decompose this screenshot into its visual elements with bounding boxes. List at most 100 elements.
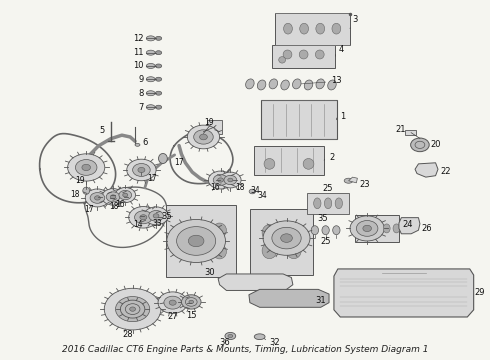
- Ellipse shape: [213, 223, 226, 237]
- Circle shape: [121, 300, 145, 318]
- Circle shape: [194, 130, 213, 144]
- Ellipse shape: [159, 153, 167, 163]
- Circle shape: [68, 154, 105, 181]
- Text: 4: 4: [339, 45, 344, 54]
- Circle shape: [153, 214, 159, 218]
- Text: 31: 31: [315, 296, 326, 305]
- Circle shape: [263, 221, 310, 255]
- Circle shape: [110, 195, 116, 199]
- Text: 9: 9: [139, 75, 144, 84]
- Circle shape: [125, 304, 140, 315]
- Ellipse shape: [333, 226, 340, 235]
- Text: 28: 28: [122, 330, 133, 339]
- Text: 14: 14: [134, 220, 143, 229]
- Circle shape: [281, 234, 293, 242]
- Circle shape: [167, 220, 225, 262]
- Text: 16: 16: [116, 200, 125, 209]
- Text: 18: 18: [235, 183, 245, 192]
- Text: 15: 15: [186, 311, 196, 320]
- Ellipse shape: [287, 225, 301, 241]
- Circle shape: [130, 307, 136, 311]
- Ellipse shape: [249, 189, 255, 194]
- Ellipse shape: [328, 80, 336, 90]
- Text: 18: 18: [71, 190, 80, 199]
- Circle shape: [228, 178, 233, 182]
- Circle shape: [350, 216, 384, 241]
- Ellipse shape: [411, 138, 429, 152]
- Circle shape: [116, 297, 150, 321]
- Circle shape: [220, 172, 241, 188]
- Polygon shape: [218, 274, 293, 291]
- Polygon shape: [415, 163, 438, 177]
- Circle shape: [218, 178, 223, 182]
- Ellipse shape: [304, 80, 313, 90]
- Circle shape: [181, 295, 201, 309]
- Text: 33: 33: [152, 219, 162, 228]
- Ellipse shape: [175, 244, 189, 259]
- Text: 19: 19: [75, 176, 85, 185]
- Ellipse shape: [311, 226, 318, 235]
- Text: 17: 17: [147, 174, 157, 183]
- Text: 24: 24: [402, 220, 413, 229]
- Text: 5: 5: [99, 126, 104, 135]
- Ellipse shape: [254, 334, 265, 339]
- Circle shape: [75, 159, 97, 175]
- Bar: [272, 45, 335, 68]
- Text: 12: 12: [133, 34, 144, 43]
- Ellipse shape: [332, 23, 341, 34]
- Ellipse shape: [322, 226, 329, 235]
- Bar: [166, 205, 237, 277]
- Text: 20: 20: [431, 140, 441, 149]
- Circle shape: [133, 163, 150, 176]
- Ellipse shape: [344, 178, 353, 183]
- Text: 7: 7: [139, 103, 144, 112]
- Text: 35: 35: [317, 214, 327, 223]
- Ellipse shape: [155, 91, 162, 95]
- Text: 29: 29: [475, 288, 485, 297]
- Text: 23: 23: [360, 180, 370, 189]
- Ellipse shape: [83, 187, 90, 194]
- Text: 18: 18: [109, 202, 119, 211]
- Ellipse shape: [245, 79, 254, 89]
- Ellipse shape: [316, 79, 324, 89]
- Bar: [253, 146, 324, 175]
- Ellipse shape: [147, 105, 155, 110]
- Circle shape: [123, 193, 128, 197]
- Ellipse shape: [147, 91, 155, 96]
- Polygon shape: [334, 269, 474, 317]
- Circle shape: [208, 171, 233, 189]
- Text: 10: 10: [133, 62, 144, 71]
- Polygon shape: [249, 289, 329, 307]
- Circle shape: [106, 192, 120, 202]
- Ellipse shape: [383, 224, 390, 233]
- Ellipse shape: [303, 158, 314, 169]
- Text: 25: 25: [323, 184, 333, 193]
- Text: 36: 36: [219, 338, 230, 347]
- Text: 2: 2: [329, 153, 334, 162]
- Polygon shape: [399, 218, 420, 234]
- Text: 13: 13: [331, 76, 342, 85]
- Circle shape: [213, 175, 228, 185]
- Circle shape: [129, 207, 158, 228]
- Circle shape: [272, 227, 301, 249]
- Circle shape: [115, 188, 136, 203]
- Ellipse shape: [279, 57, 286, 63]
- Circle shape: [189, 300, 194, 303]
- Text: 16: 16: [210, 183, 220, 192]
- Circle shape: [138, 167, 145, 172]
- Ellipse shape: [269, 79, 278, 89]
- Circle shape: [95, 196, 100, 200]
- Text: 35: 35: [161, 212, 171, 221]
- Ellipse shape: [147, 77, 155, 82]
- Text: 25: 25: [320, 237, 331, 246]
- Ellipse shape: [194, 244, 208, 259]
- Circle shape: [356, 221, 378, 236]
- Ellipse shape: [287, 243, 301, 259]
- Polygon shape: [348, 177, 357, 183]
- Ellipse shape: [155, 64, 162, 68]
- Ellipse shape: [281, 80, 289, 90]
- Circle shape: [187, 125, 220, 149]
- Ellipse shape: [228, 334, 233, 338]
- Ellipse shape: [335, 198, 343, 209]
- Text: 27: 27: [168, 312, 178, 321]
